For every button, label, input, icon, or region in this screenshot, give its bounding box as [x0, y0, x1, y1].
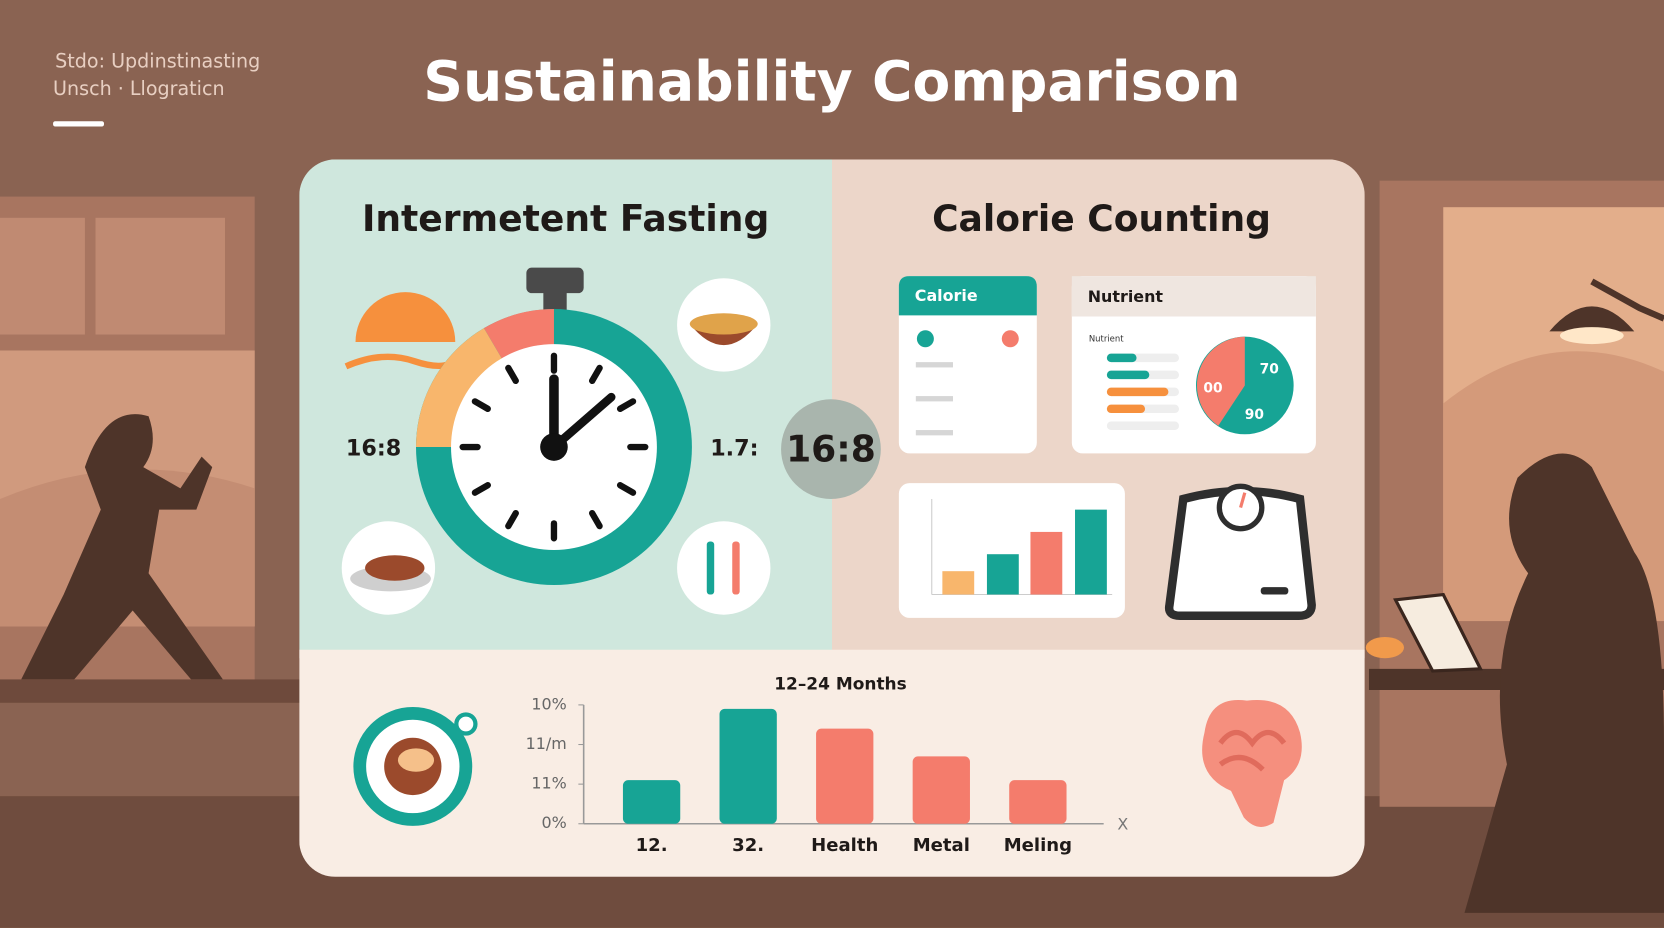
y-tick-label: 0% [541, 813, 566, 832]
bar [719, 708, 777, 824]
lamp-light [1560, 327, 1624, 345]
notebook [1393, 592, 1483, 673]
sun-icon [355, 292, 456, 342]
lamp-shade [1549, 306, 1635, 332]
runner-silhouette [21, 414, 223, 680]
window-pane [95, 217, 225, 335]
x-tick-label: Metal [913, 835, 970, 856]
clock-tick [616, 482, 637, 496]
bar [912, 756, 970, 824]
card-title: Calorie [915, 286, 978, 305]
y-tick-label: 10% [531, 694, 566, 713]
badge-label: 16:8 [786, 428, 876, 470]
sustainability-chart: 12–24 Months X 0% 11% 11/m 10% 12. 32. Health M… [526, 675, 1129, 856]
clock-center [540, 433, 568, 461]
header-subtitle: Unsch · Llograticn [53, 77, 225, 100]
clock-tick [471, 398, 491, 413]
card-title: Nutrient [1088, 287, 1164, 306]
card-lines [915, 362, 953, 436]
utensils-icon [677, 521, 771, 615]
fasting-label: 1.7: [710, 436, 758, 462]
card-dot [916, 330, 934, 348]
y-tick-label: 11/m [526, 734, 567, 753]
mini-chart [931, 499, 1113, 596]
pie-label: 70 [1260, 362, 1279, 378]
nutrient-card-header [1071, 276, 1316, 317]
scale-display [1260, 587, 1289, 595]
person-silhouette [1464, 453, 1664, 913]
fasting-label: 16:8 [346, 436, 401, 462]
meal-food [397, 748, 435, 772]
steak [365, 555, 425, 581]
x-tick-label: 12. [636, 835, 668, 856]
cup [1365, 636, 1404, 659]
x-tick-label: 32. [732, 835, 764, 856]
clock-tick [505, 510, 519, 530]
clock-tick [505, 364, 519, 385]
meal-badge [454, 712, 478, 736]
chart-title: 12–24 Months [774, 675, 907, 695]
card-dot [1001, 330, 1019, 348]
scale-needle [1239, 492, 1247, 508]
clock-tick [616, 398, 637, 413]
page-title: Sustainability Comparison [423, 50, 1240, 114]
card-subtitle: Nutrient [1089, 333, 1124, 343]
window-pane [0, 217, 85, 335]
stopwatch-button [526, 267, 584, 294]
pie-slice [1196, 336, 1245, 426]
x-tick-label: Meling [1004, 835, 1072, 856]
brain-folds [1218, 729, 1287, 772]
badge [781, 399, 881, 500]
x-tick-label: Health [811, 835, 878, 856]
fork [706, 541, 715, 595]
bar [1009, 780, 1067, 824]
clock-ticks [459, 352, 649, 542]
y-tick-label: 11% [531, 774, 566, 793]
ledge [0, 679, 308, 703]
pie-label: 90 [1245, 407, 1264, 423]
panel-title: Calorie Counting [932, 198, 1271, 240]
x-axis-label: X [1117, 814, 1128, 833]
clock-tick [471, 482, 491, 496]
header-underline [53, 121, 104, 127]
pie-label: 00 [1203, 381, 1222, 397]
bowl-food [689, 313, 758, 335]
bar [816, 728, 874, 824]
header-subtitle: Stdo: Updinstinasting [55, 49, 260, 72]
clock-tick [588, 364, 603, 385]
lamp-arm [1590, 278, 1664, 322]
clock-tick [588, 510, 603, 530]
nutrient-bars [1106, 353, 1180, 431]
panel-title: Intermetent Fasting [362, 198, 769, 240]
knife [732, 541, 740, 595]
calorie-card [898, 276, 1037, 454]
calorie-card-header [898, 276, 1037, 316]
bar [622, 780, 681, 824]
stopwatch-stem [543, 288, 567, 311]
